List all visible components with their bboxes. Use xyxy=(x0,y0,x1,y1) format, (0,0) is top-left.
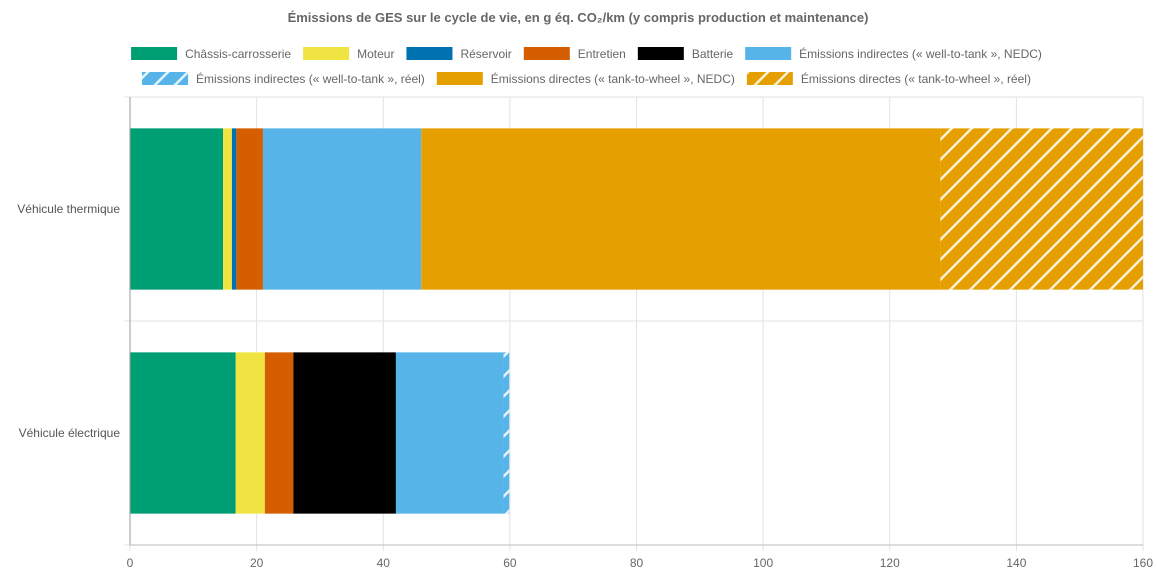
legend-swatch xyxy=(637,47,684,60)
x-tick-label: 160 xyxy=(1133,556,1153,570)
legend-label: Émissions directes (« tank-to-wheel », N… xyxy=(491,71,735,86)
bars xyxy=(130,128,1143,514)
legend-swatch xyxy=(142,72,189,85)
bar-segment xyxy=(503,352,510,514)
bar-segment xyxy=(223,128,232,290)
x-tick-label: 100 xyxy=(753,556,773,570)
y-tick-label: Véhicule thermique xyxy=(17,202,120,216)
chart-title: Émissions de GES sur le cycle de vie, en… xyxy=(288,10,869,25)
legend-label: Émissions indirectes (« well-to-tank », … xyxy=(196,71,425,86)
legend-swatch xyxy=(303,47,350,60)
bar-segment xyxy=(235,352,265,514)
legend-swatch xyxy=(523,47,570,60)
legend-label: Moteur xyxy=(357,47,394,61)
bar-segment xyxy=(395,352,504,514)
legend-swatch xyxy=(406,47,453,60)
x-tick-label: 80 xyxy=(630,556,644,570)
bar-segment xyxy=(236,128,263,290)
bar-segment xyxy=(293,352,396,514)
legend-label: Entretien xyxy=(578,47,626,61)
legend-label: Batterie xyxy=(692,47,734,61)
y-tick-label: Véhicule électrique xyxy=(19,426,121,440)
legend-label: Réservoir xyxy=(460,47,511,61)
bar-segment xyxy=(940,128,1143,290)
legend-swatch xyxy=(131,47,178,60)
bar-segment xyxy=(231,128,237,290)
axes: 0 20 40 60 80 100 120 140 160 Véhicule thermique V… xyxy=(17,97,1153,570)
legend-swatch xyxy=(436,72,483,85)
bar-segment xyxy=(130,128,224,290)
legend-label: Émissions indirectes (« well-to-tank », … xyxy=(799,46,1042,61)
bar-segment xyxy=(421,128,941,290)
x-tick-label: 120 xyxy=(880,556,900,570)
x-tick-label: 60 xyxy=(503,556,517,570)
legend-label: Châssis-carrosserie xyxy=(185,47,291,61)
x-tick-label: 0 xyxy=(127,556,134,570)
x-tick-label: 20 xyxy=(250,556,264,570)
x-tick-label: 140 xyxy=(1006,556,1026,570)
x-tick-label: 40 xyxy=(377,556,391,570)
legend-swatch xyxy=(745,47,792,60)
bar-segment xyxy=(262,128,422,290)
legend: Châssis-carrosserie Moteur Réservoir Entret… xyxy=(131,46,1042,86)
bar-segment xyxy=(130,352,236,514)
legend-swatch xyxy=(746,72,793,85)
bar-segment xyxy=(264,352,294,514)
legend-label: Émissions directes (« tank-to-wheel », r… xyxy=(801,71,1031,86)
